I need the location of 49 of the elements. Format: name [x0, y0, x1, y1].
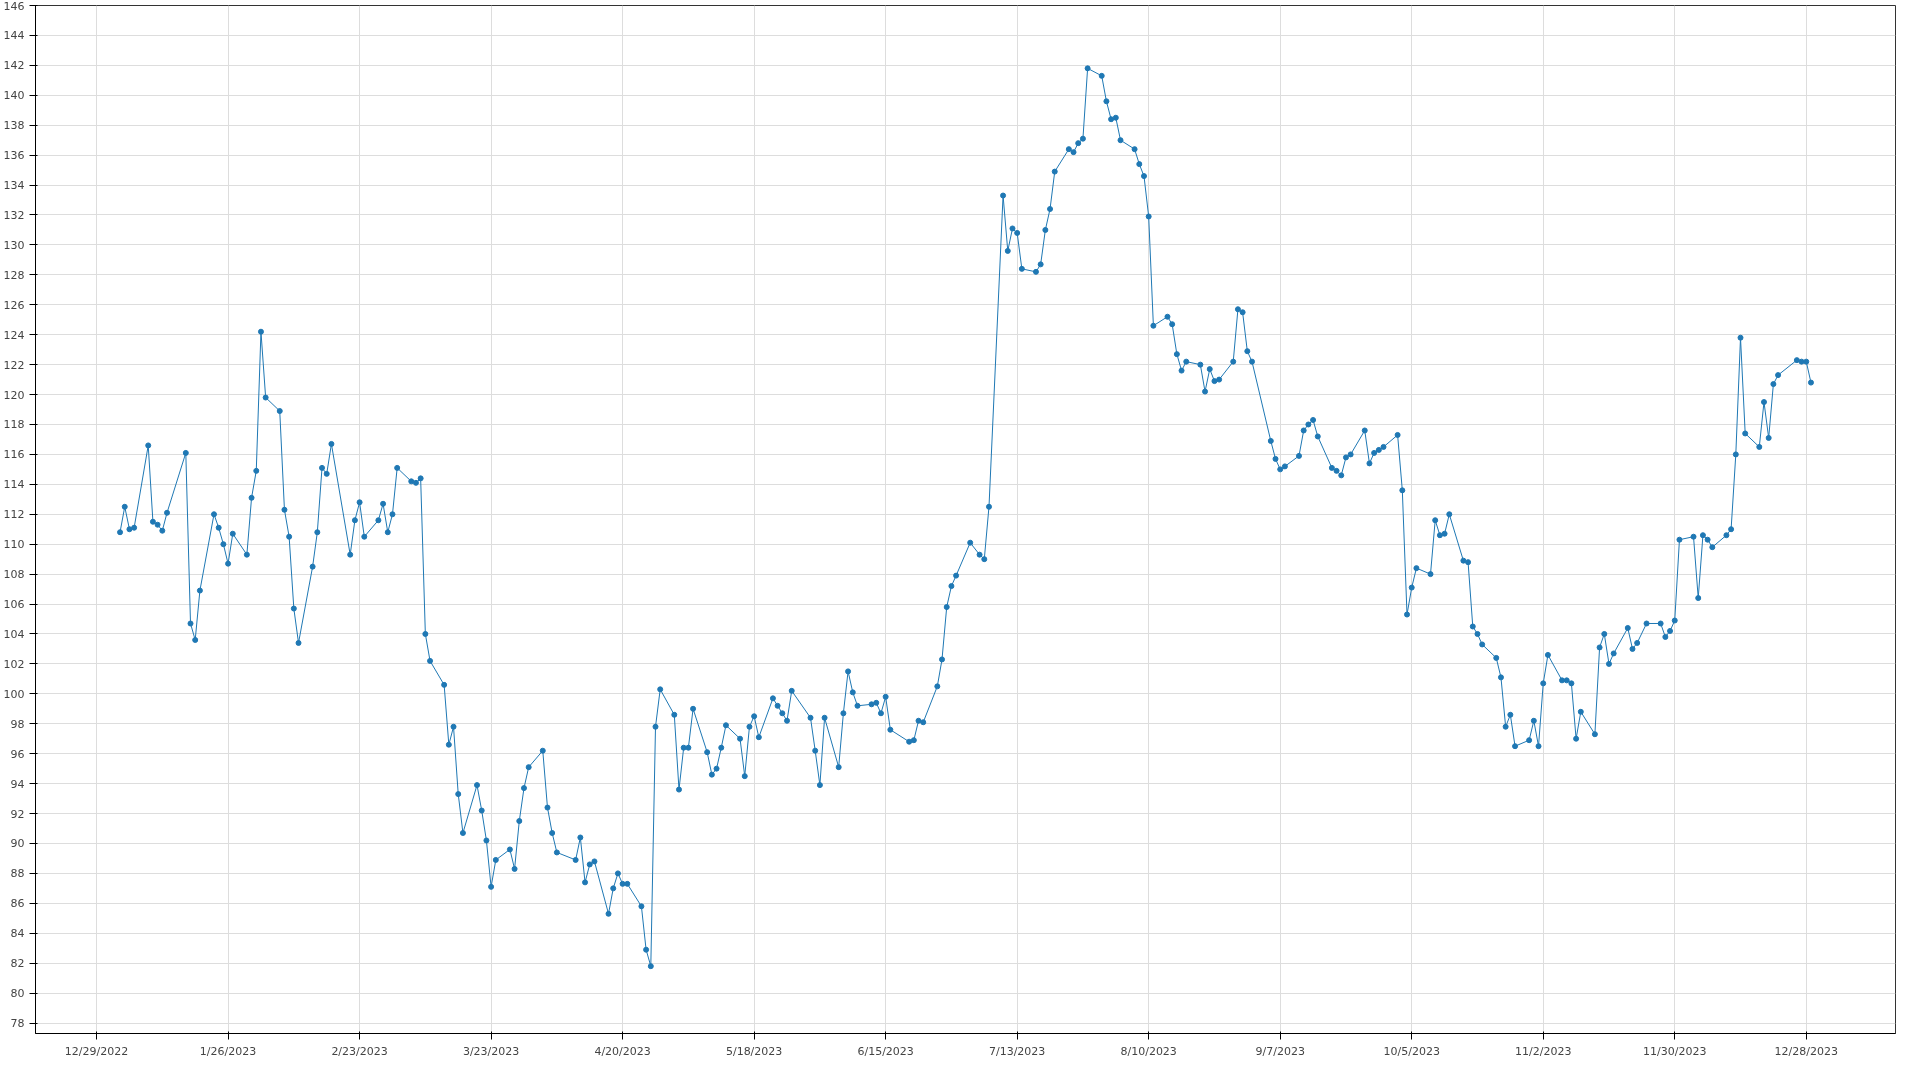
y-tick-label: 84: [10, 927, 25, 941]
y-tick-label: 132: [3, 208, 25, 222]
y-tick-label: 86: [10, 897, 25, 911]
y-tick-label: 104: [3, 627, 25, 641]
x-tick-label: 11/30/2023: [1643, 1044, 1707, 1058]
y-tick-label: 110: [3, 538, 25, 552]
y-tick-label: 90: [10, 837, 25, 851]
y-tick-label: 146: [3, 0, 25, 13]
y-tick-label: 114: [3, 478, 25, 492]
y-tick-label: 112: [3, 508, 25, 522]
y-tick-label: 106: [3, 598, 25, 612]
y-tick-label: 140: [3, 89, 25, 103]
y-tick-label: 130: [3, 238, 25, 252]
x-tick-label: 10/5/2023: [1383, 1044, 1440, 1058]
y-tick-label: 82: [10, 957, 25, 971]
y-tick-label: 108: [3, 568, 25, 582]
x-tick-label: 4/20/2023: [594, 1044, 651, 1058]
x-tick-label: 12/29/2022: [64, 1044, 129, 1058]
x-tick-label: 3/23/2023: [462, 1044, 520, 1058]
y-tick-label: 116: [3, 448, 25, 462]
y-tick-label: 100: [3, 687, 25, 701]
y-tick-label: 96: [10, 747, 25, 761]
x-tick-label: 9/7/2023: [1255, 1044, 1305, 1058]
y-tick-label: 92: [10, 807, 25, 821]
x-tick-label: 5/18/2023: [725, 1044, 783, 1058]
x-tick-label: 7/13/2023: [988, 1044, 1046, 1058]
y-tick-label: 134: [3, 179, 25, 193]
y-tick-label: 142: [3, 59, 25, 73]
y-tick-label: 136: [3, 149, 25, 163]
y-tick-label: 120: [3, 388, 25, 402]
y-tick-label: 78: [10, 1017, 25, 1031]
y-tick-label: 98: [10, 717, 25, 731]
x-tick-label: 11/2/2023: [1515, 1044, 1572, 1058]
y-tick-label: 144: [3, 29, 25, 43]
y-tick-label: 126: [3, 298, 25, 312]
x-tick-label: 12/28/2023: [1774, 1044, 1838, 1058]
y-tick-label: 122: [3, 358, 25, 372]
y-tick-label: 80: [10, 987, 25, 1001]
x-tick-label: 6/15/2023: [857, 1044, 914, 1058]
y-tick-label: 128: [3, 268, 25, 282]
y-tick-label: 94: [10, 777, 25, 791]
x-tick-label: 8/10/2023: [1120, 1044, 1177, 1058]
y-tick-label: 124: [3, 328, 25, 342]
y-tick-label: 118: [3, 418, 25, 432]
x-tick-label: 2/23/2023: [331, 1044, 388, 1058]
y-tick-label: 102: [3, 657, 25, 671]
y-tick-label: 88: [10, 867, 25, 881]
y-tick-label: 138: [3, 119, 25, 133]
x-tick-label: 1/26/2023: [199, 1044, 257, 1058]
